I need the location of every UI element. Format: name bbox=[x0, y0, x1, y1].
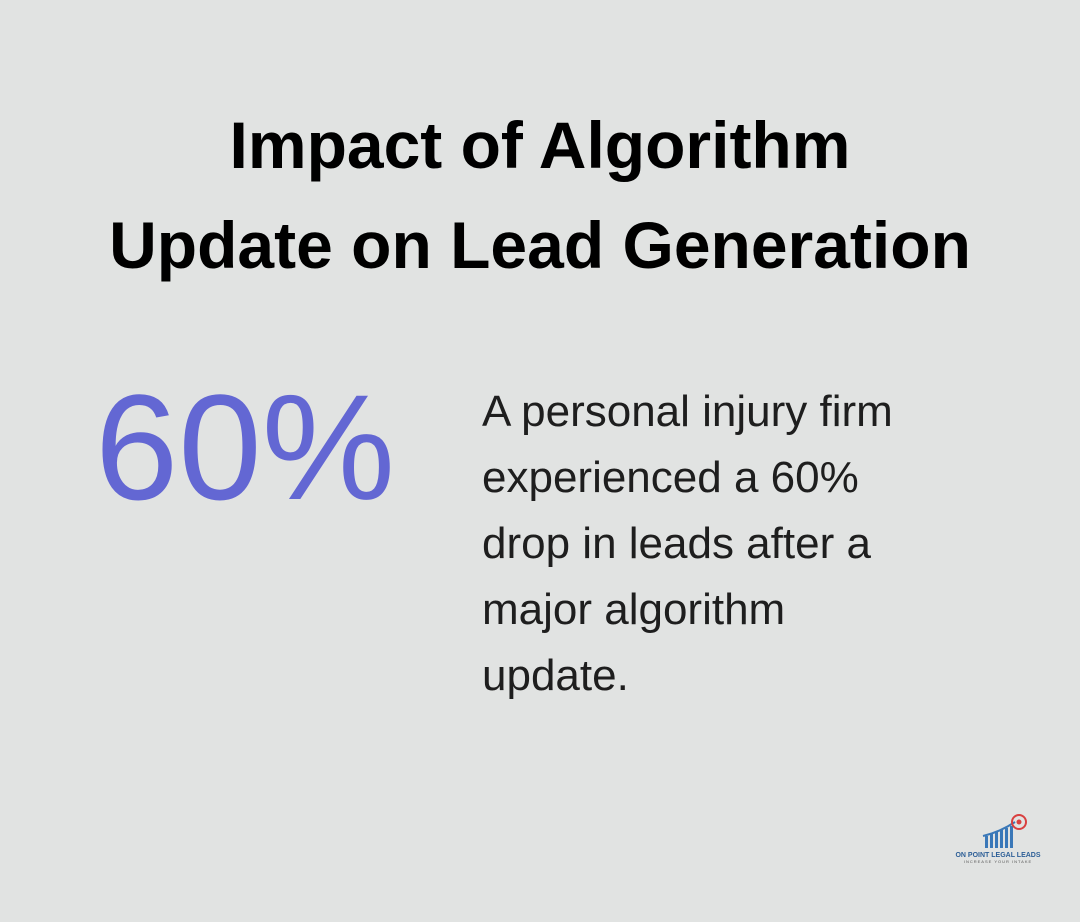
logo-name: ON POINT LEGAL LEADS bbox=[955, 852, 1041, 859]
title-line: Update on Lead Generation bbox=[109, 208, 971, 282]
stat-value: 60% bbox=[94, 363, 396, 531]
description-line: A personal injury firm bbox=[482, 387, 893, 436]
logo-tagline: INCREASE YOUR INTAKE bbox=[963, 859, 1033, 864]
description-line: major algorithm bbox=[482, 585, 786, 634]
description-line: drop in leads after a bbox=[482, 519, 871, 568]
description-line: experienced a 60% bbox=[482, 453, 859, 502]
description-line: update. bbox=[482, 651, 629, 700]
logo: ON POINT LEGAL LEADS INCREASE YOUR INTAK… bbox=[955, 812, 1041, 864]
logo-icon bbox=[982, 814, 1027, 848]
title-line: Impact of Algorithm bbox=[229, 108, 851, 182]
